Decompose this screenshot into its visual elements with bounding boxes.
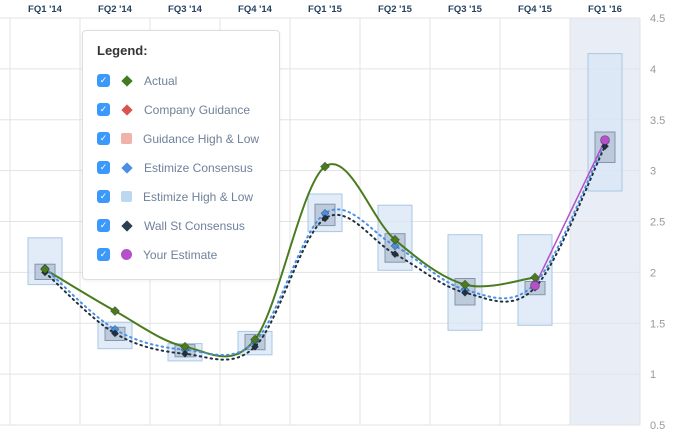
check-icon: ✓ [99, 133, 108, 143]
x-axis-label: FQ1 '16 [588, 4, 622, 15]
point-actual[interactable] [250, 334, 260, 345]
x-axis-label: FQ2 '15 [378, 4, 413, 15]
series-line-actual [44, 163, 536, 358]
y-axis-label: 1 [650, 369, 656, 381]
series-line-estimize-consensus [44, 141, 606, 356]
check-icon: ✓ [99, 249, 108, 259]
your-estimate-marker-icon [121, 249, 132, 260]
legend-item-label: Actual [144, 73, 178, 88]
series-line-wall-st-consensus [44, 145, 606, 361]
x-axis-label: FQ2 '14 [98, 4, 133, 15]
legend-item-estimize-high-low: ✓ Estimize High & Low [97, 182, 265, 211]
actual-checkbox[interactable]: ✓ [97, 74, 110, 87]
check-icon: ✓ [99, 104, 108, 114]
legend-item-guidance-high-low: ✓ Guidance High & Low [97, 124, 265, 153]
check-icon: ✓ [99, 162, 108, 172]
legend-item-label: Company Guidance [144, 102, 251, 117]
legend-item-actual: ✓ Actual [97, 66, 265, 95]
y-axis-label: 3.5 [650, 115, 665, 127]
point-your-estimate[interactable] [530, 280, 540, 291]
point-wall-st-consensus[interactable] [251, 342, 259, 351]
y-axis-label: 4.5 [650, 13, 665, 25]
check-icon: ✓ [99, 191, 108, 201]
check-icon: ✓ [99, 75, 108, 85]
legend-item-wall-st-consensus: ✓ Wall St Consensus [97, 211, 265, 240]
check-icon: ✓ [99, 220, 108, 230]
series-line-your-estimate [534, 139, 606, 286]
point-actual[interactable] [320, 161, 330, 172]
x-axis-label: FQ1 '14 [28, 4, 63, 15]
y-axis-label: 2.5 [650, 217, 665, 229]
estimize-high-low-marker-icon [121, 191, 132, 202]
point-actual[interactable] [40, 264, 50, 275]
wall-st-consensus-marker-icon [121, 219, 133, 232]
point-actual[interactable] [110, 306, 120, 316]
legend-item-label: Estimize Consensus [144, 160, 253, 175]
guidance-high-low-checkbox[interactable]: ✓ [97, 132, 110, 145]
guidance-high-low-marker-icon [121, 133, 132, 144]
estimize-high-low-checkbox[interactable]: ✓ [97, 190, 110, 203]
actual-marker-icon [121, 74, 133, 87]
x-axis-label: FQ4 '15 [518, 4, 553, 15]
y-axis-label: 4 [650, 64, 656, 76]
point-actual[interactable] [390, 234, 400, 245]
legend-item-label: Wall St Consensus [144, 218, 245, 233]
point-actual[interactable] [180, 341, 190, 352]
y-axis-label: 1.5 [650, 318, 665, 330]
y-axis-label: 2 [650, 267, 656, 279]
x-axis-label: FQ3 '14 [168, 4, 203, 15]
estimize-consensus-checkbox[interactable]: ✓ [97, 161, 110, 174]
y-axis-label: 0.5 [650, 420, 665, 432]
legend-item-label: Your Estimate [143, 247, 218, 262]
legend-panel: Legend: ✓ Actual ✓ Company Guidance ✓ Gu… [82, 30, 280, 280]
point-wall-st-consensus[interactable] [601, 142, 609, 151]
x-axis-label: FQ3 '15 [448, 4, 483, 15]
legend-item-company-guidance: ✓ Company Guidance [97, 95, 265, 124]
point-estimize-consensus[interactable] [390, 241, 400, 251]
point-wall-st-consensus[interactable] [391, 250, 399, 259]
point-wall-st-consensus[interactable] [461, 288, 469, 297]
legend-item-your-estimate: ✓ Your Estimate [97, 240, 265, 269]
point-actual[interactable] [460, 279, 470, 290]
legend-item-label: Guidance High & Low [143, 131, 260, 146]
point-wall-st-consensus[interactable] [111, 329, 119, 338]
x-axis-label: FQ1 '15 [308, 4, 343, 15]
estimize-consensus-marker-icon [121, 161, 133, 174]
point-wall-st-consensus[interactable] [321, 214, 329, 223]
your-estimate-checkbox[interactable]: ✓ [97, 248, 110, 261]
legend-item-label: Estimize High & Low [143, 189, 254, 204]
company-guidance-marker-icon [121, 103, 133, 116]
y-axis-label: 3 [650, 166, 656, 178]
legend-item-estimize-consensus: ✓ Estimize Consensus [97, 153, 265, 182]
legend-title: Legend: [97, 43, 148, 58]
wall-st-consensus-checkbox[interactable]: ✓ [97, 219, 110, 232]
company-guidance-checkbox[interactable]: ✓ [97, 103, 110, 116]
point-wall-st-consensus[interactable] [181, 349, 189, 358]
point-your-estimate[interactable] [600, 135, 610, 146]
x-axis-label: FQ4 '14 [238, 4, 273, 15]
